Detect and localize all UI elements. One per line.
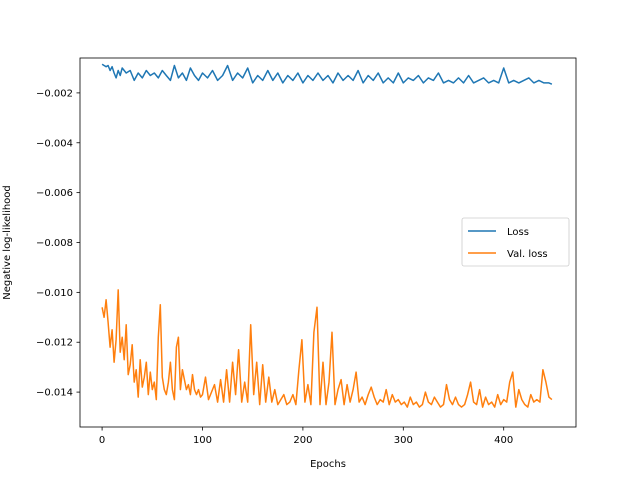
x-tick-label: 100 (193, 435, 212, 446)
y-axis: −0.014 −0.012 −0.010 −0.008 −0.006 −0.004 −0.0… (36, 88, 80, 399)
series-line-val-loss (101, 289, 553, 408)
y-tick-label: −0.008 (36, 238, 73, 249)
y-tick-label: −0.004 (36, 138, 73, 149)
legend-box (461, 217, 570, 267)
legend: Loss Val. loss (461, 217, 570, 267)
legend-label-val-loss: Val. loss (507, 249, 548, 260)
x-axis-label: Epochs (310, 459, 346, 470)
y-axis-label: Negative log-likelihood (2, 185, 13, 300)
y-tick-label: −0.012 (36, 338, 73, 349)
x-tick-label: 400 (494, 435, 513, 446)
y-tick-label: −0.002 (36, 88, 73, 99)
y-tick-label: −0.014 (36, 388, 73, 399)
series-layer (101, 63, 553, 408)
x-tick-label: 300 (394, 435, 413, 446)
x-tick-label: 200 (293, 435, 312, 446)
y-tick-label: −0.006 (36, 188, 73, 199)
x-tick-label: 0 (99, 435, 105, 446)
legend-label-loss: Loss (507, 227, 529, 238)
y-tick-label: −0.010 (36, 288, 73, 299)
series-line-loss (101, 63, 553, 85)
x-axis: 0 100 200 300 400 (99, 427, 513, 446)
